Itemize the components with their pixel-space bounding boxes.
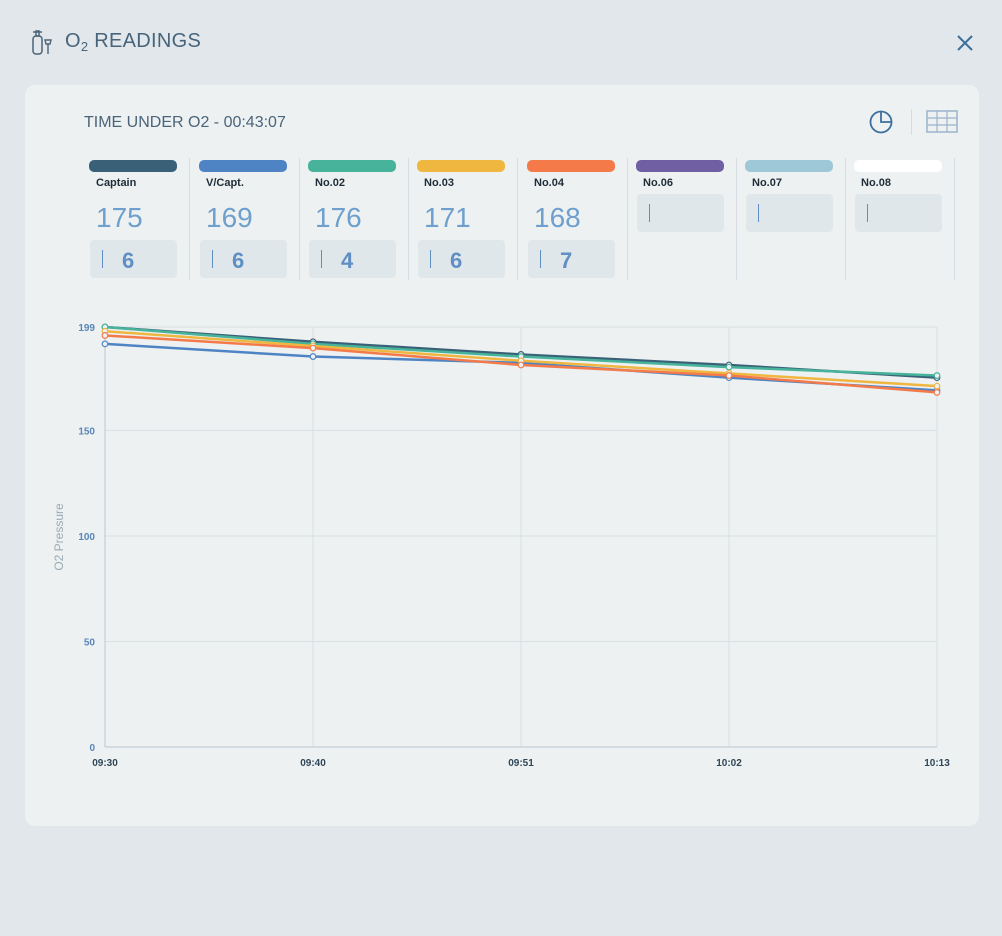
crew-empty-reading xyxy=(637,194,724,232)
data-point xyxy=(309,344,317,352)
crew-rate: 6 xyxy=(122,248,135,273)
crew-pressure: 168 xyxy=(534,202,581,233)
modal-title: O2 READINGS xyxy=(65,30,202,54)
crew-rate-box: 6 xyxy=(418,240,505,278)
data-point xyxy=(933,382,941,390)
data-point xyxy=(101,340,109,348)
oxygen-tank-icon xyxy=(32,30,52,55)
y-tick-label: 199 xyxy=(78,323,95,334)
crew-empty-reading xyxy=(746,194,833,232)
y-tick-label: 100 xyxy=(78,532,95,543)
table-view-icon[interactable] xyxy=(926,109,958,135)
crew-rate-box: 6 xyxy=(90,240,177,278)
crew-card-no02[interactable]: No.02 176 4 xyxy=(299,158,409,280)
crew-rate-box: 4 xyxy=(309,240,396,278)
crew-color-bar xyxy=(308,160,396,172)
crew-card-captain[interactable]: Captain 175 6 xyxy=(80,158,190,280)
data-point xyxy=(517,361,525,369)
crew-name: No.02 xyxy=(315,177,345,189)
crew-name: No.08 xyxy=(861,177,891,189)
crew-list: Captain 175 6 V/Capt. 169 6 No.02 176 4 … xyxy=(80,158,960,280)
crew-rate: 6 xyxy=(232,248,245,273)
data-point xyxy=(725,372,733,379)
crew-color-bar xyxy=(854,160,942,172)
x-tick-label: 10:02 xyxy=(716,758,742,769)
crew-color-bar xyxy=(199,160,287,172)
view-toggle-divider xyxy=(911,109,912,135)
crew-rate: 6 xyxy=(450,248,463,273)
pie-chart-icon[interactable] xyxy=(867,108,895,136)
crew-rate: 7 xyxy=(560,248,573,273)
crew-name: V/Capt. xyxy=(206,177,244,189)
crew-card-no07[interactable]: No.07 xyxy=(736,158,846,280)
time-under-o2: TIME UNDER O2 - 00:43:07 xyxy=(84,114,286,131)
crew-card-no06[interactable]: No.06 xyxy=(627,158,737,280)
crew-name: No.04 xyxy=(534,177,564,189)
y-tick-label: 50 xyxy=(84,637,96,648)
crew-pressure: 175 xyxy=(96,202,143,233)
crew-color-bar xyxy=(417,160,505,172)
crew-color-bar xyxy=(636,160,724,172)
data-point xyxy=(101,332,109,339)
crew-pressure: 176 xyxy=(315,202,362,233)
crew-empty-reading xyxy=(855,194,942,232)
crew-name: No.06 xyxy=(643,177,673,189)
crew-card-vcapt[interactable]: V/Capt. 169 6 xyxy=(190,158,300,280)
readings-panel: TIME UNDER O2 - 00:43:07 Captain 175 6 V… xyxy=(25,85,979,826)
data-point xyxy=(933,372,941,379)
data-point xyxy=(309,353,317,360)
data-point xyxy=(725,363,733,371)
data-point xyxy=(933,389,941,396)
crew-rate-box: 7 xyxy=(528,240,615,278)
crew-pressure: 169 xyxy=(206,202,253,233)
crew-pressure: 171 xyxy=(424,202,471,233)
crew-rate-box: 6 xyxy=(200,240,287,278)
crew-color-bar xyxy=(89,160,177,172)
crew-rate: 4 xyxy=(341,248,354,273)
x-tick-label: 10:13 xyxy=(924,758,950,769)
y-tick-label: 0 xyxy=(89,743,95,754)
x-tick-label: 09:51 xyxy=(508,758,534,769)
crew-card-no03[interactable]: No.03 171 6 xyxy=(408,158,518,280)
crew-card-no08[interactable]: No.08 xyxy=(845,158,955,280)
y-axis-label: O2 Pressure xyxy=(52,503,66,571)
modal-header: O2 READINGS xyxy=(0,0,1002,84)
crew-color-bar xyxy=(745,160,833,172)
crew-card-no04[interactable]: No.04 168 7 xyxy=(518,158,628,280)
o2-pressure-chart: 0 50 100 150 199 09:30 09:40 09:51 10:02 10:13 O2 … xyxy=(52,323,950,769)
crew-name: Captain xyxy=(96,177,137,189)
close-icon[interactable] xyxy=(954,32,976,54)
crew-name: No.07 xyxy=(752,177,782,189)
y-tick-label: 150 xyxy=(78,426,95,437)
crew-color-bar xyxy=(527,160,615,172)
x-tick-label: 09:30 xyxy=(92,758,118,769)
crew-name: No.03 xyxy=(424,177,454,189)
x-tick-label: 09:40 xyxy=(300,758,326,769)
